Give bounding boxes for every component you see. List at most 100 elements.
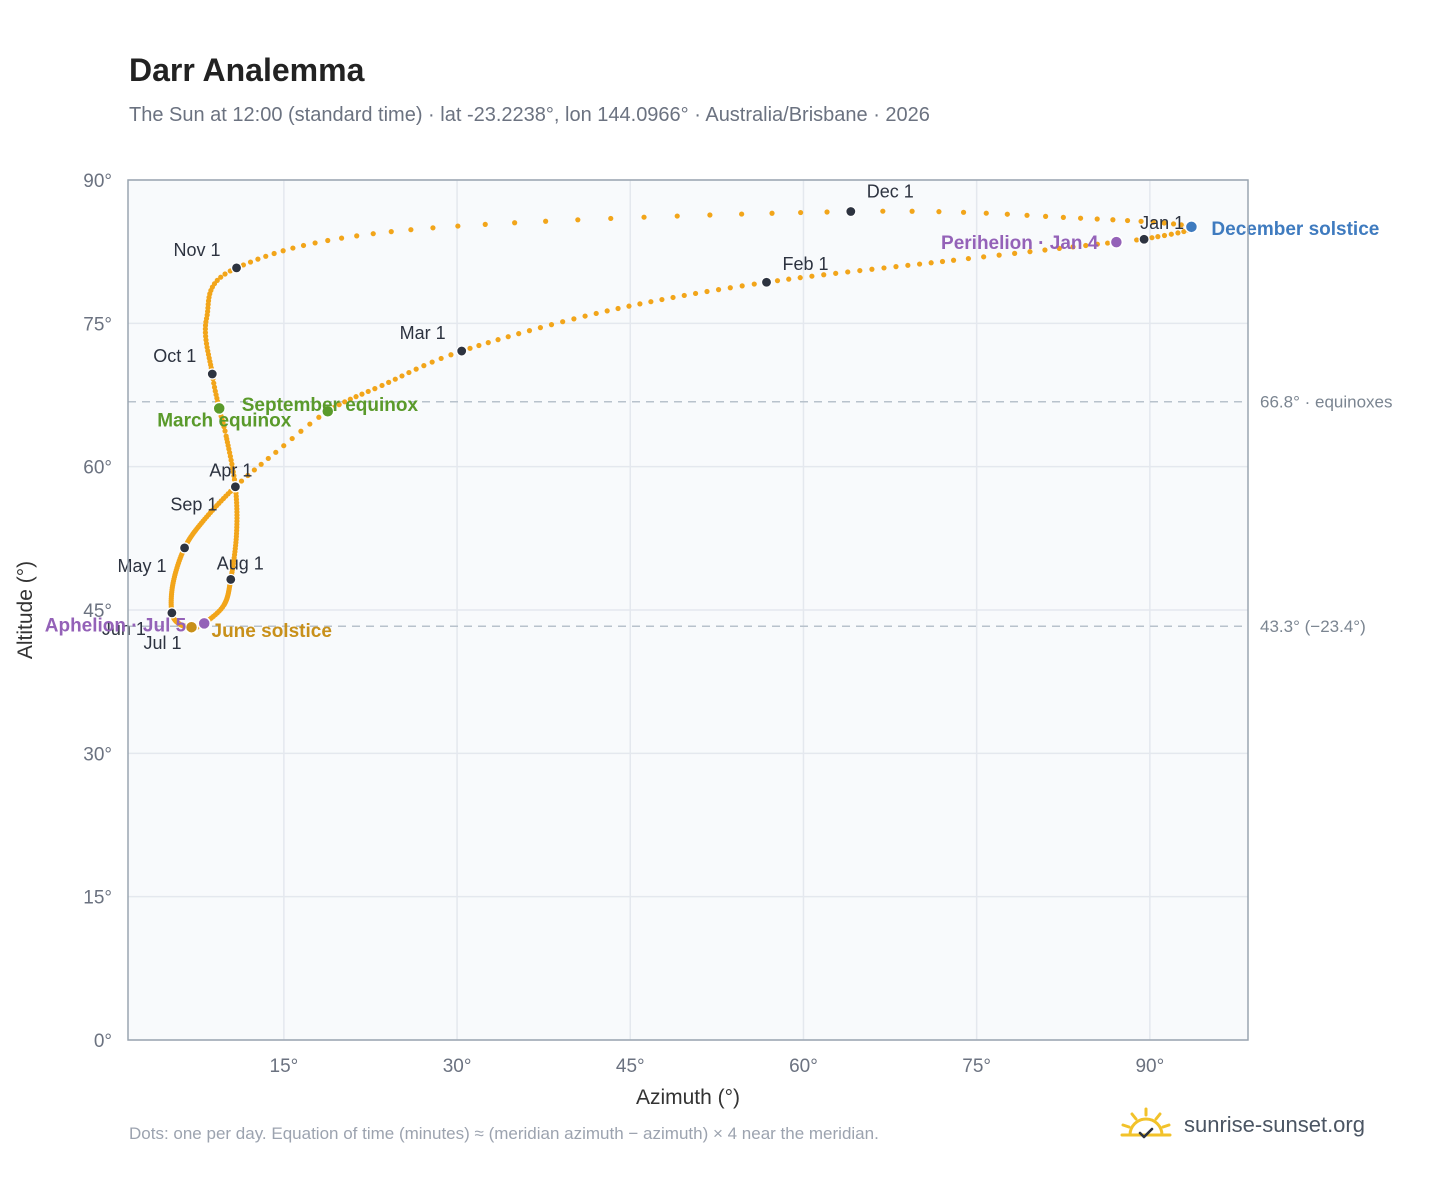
daily-sun-dot <box>881 265 887 271</box>
daily-sun-dot <box>421 363 427 369</box>
daily-sun-dot <box>1004 211 1010 217</box>
daily-sun-dot <box>359 391 365 397</box>
daily-sun-dot <box>251 467 257 473</box>
daily-sun-dot <box>681 292 687 299</box>
daily-sun-dot <box>467 345 473 351</box>
special-point-label: June solstice <box>212 621 332 642</box>
special-point-label: September equinox <box>242 395 419 416</box>
month-marker <box>225 573 237 586</box>
special-point-equinox <box>212 401 226 416</box>
daily-sun-dot <box>399 373 405 379</box>
reference-line-label: 66.8° · equinoxes <box>1260 393 1393 412</box>
daily-sun-dot <box>1155 234 1161 240</box>
daily-sun-dot <box>727 285 733 291</box>
daily-sun-dot <box>543 218 549 224</box>
daily-sun-dot <box>786 276 792 282</box>
daily-sun-dot <box>495 337 501 343</box>
daily-sun-dot <box>386 379 392 385</box>
daily-sun-dot <box>670 294 676 301</box>
daily-sun-dot <box>845 269 851 275</box>
month-marker-label: Jan 1 <box>1140 213 1184 233</box>
daily-sun-dot <box>370 231 376 237</box>
footnote: Dots: one per day. Equation of time (min… <box>129 1124 879 1143</box>
daily-sun-dot <box>312 240 318 246</box>
month-marker <box>206 368 218 380</box>
daily-sun-dot <box>245 472 251 479</box>
daily-sun-dot <box>1094 216 1100 222</box>
daily-sun-dot <box>230 469 236 475</box>
daily-sun-dot <box>1077 215 1084 221</box>
month-marker-label: Aug 1 <box>217 553 264 573</box>
daily-sun-dot <box>608 215 614 222</box>
special-point-june_solstice <box>184 620 199 634</box>
daily-sun-dot <box>222 271 228 277</box>
y-tick-label: 15° <box>83 888 112 909</box>
special-point-label: March equinox <box>157 410 292 431</box>
x-tick-label: 15° <box>270 1056 299 1077</box>
x-tick-label: 45° <box>616 1056 645 1077</box>
daily-sun-dot <box>707 212 713 218</box>
plot-frame <box>127 179 1249 1041</box>
daily-sun-dot <box>1110 217 1116 223</box>
special-point-apsis <box>197 616 211 631</box>
month-marker <box>229 481 241 493</box>
daily-sun-dot <box>1170 221 1177 227</box>
daily-sun-dot <box>392 376 398 382</box>
daily-sun-dot <box>1024 212 1030 218</box>
daily-sun-dot <box>516 331 522 337</box>
daily-sun-dot <box>648 299 654 305</box>
daily-sun-dot <box>316 414 322 420</box>
daily-sun-dot <box>231 473 237 479</box>
daily-sun-dot <box>429 359 435 365</box>
daily-sun-dot <box>692 290 699 297</box>
daily-sun-dot <box>271 250 277 257</box>
daily-sun-dot <box>893 264 899 270</box>
daily-sun-dot <box>797 275 803 281</box>
daily-sun-dot <box>211 384 218 390</box>
daily-sun-dot <box>223 433 229 439</box>
daily-sun-dot <box>1042 247 1048 253</box>
daily-sun-dot <box>263 253 269 259</box>
month-marker-label: Mar 1 <box>400 323 446 343</box>
daily-sun-dot <box>637 301 643 307</box>
x-axis-label: Azimuth (°) <box>636 1086 740 1109</box>
daily-sun-dot <box>408 227 414 233</box>
y-tick-label: 75° <box>83 314 112 335</box>
daily-sun-dot <box>1012 250 1018 256</box>
daily-sun-dot <box>354 233 360 239</box>
daily-sun-dot <box>674 213 680 219</box>
month-marker-label: May 1 <box>118 556 167 576</box>
daily-sun-dot <box>1027 249 1033 255</box>
daily-sun-dot <box>1042 213 1049 219</box>
daily-sun-dot <box>255 256 261 262</box>
daily-sun-dot <box>833 270 839 276</box>
daily-sun-dot <box>1124 217 1131 224</box>
daily-sun-dot <box>353 394 359 400</box>
daily-sun-dot <box>290 245 296 251</box>
daily-sun-dot <box>916 261 923 267</box>
daily-sun-dot <box>476 342 482 349</box>
daily-sun-dot <box>981 254 987 260</box>
brand-name[interactable]: sunrise-sunset.org <box>1184 1112 1365 1137</box>
month-marker-label: Sep 1 <box>170 495 217 515</box>
y-tick-label: 30° <box>83 744 112 765</box>
daily-sun-dot <box>325 237 331 244</box>
daily-sun-dot <box>1150 219 1156 225</box>
x-tick-label: 90° <box>1135 1056 1164 1077</box>
daily-sun-dot <box>905 262 911 268</box>
brand[interactable]: sunrise-sunset.org <box>1118 1100 1365 1150</box>
month-marker-label: Nov 1 <box>174 240 221 260</box>
daily-sun-dot <box>537 325 544 331</box>
daily-sun-dot <box>774 278 781 284</box>
daily-sun-dot <box>983 210 989 216</box>
y-tick-label: 0° <box>94 1031 112 1052</box>
month-marker-label: Jun 1 <box>102 619 146 639</box>
daily-sun-dot <box>1056 245 1062 251</box>
daily-sun-dot <box>1175 230 1181 236</box>
reference-line-label: 43.3° (−23.4°) <box>1260 617 1366 636</box>
month-marker <box>456 345 468 357</box>
daily-sun-dot <box>214 277 220 284</box>
